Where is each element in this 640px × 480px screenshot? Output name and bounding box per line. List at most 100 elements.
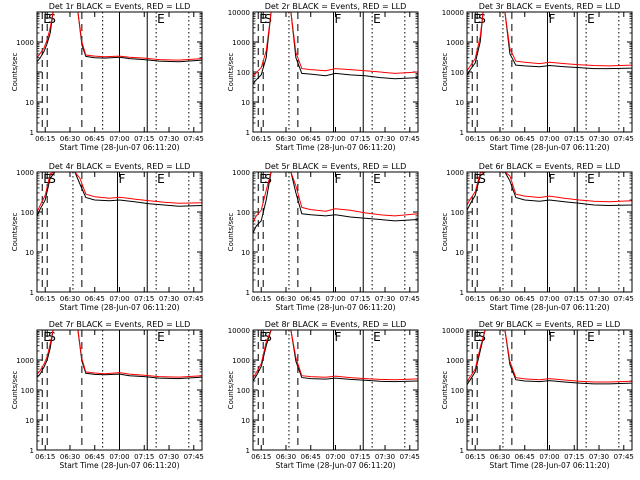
x-tick-label: 06:30 [60,295,80,303]
x-tick-label: 07:30 [375,295,395,303]
y-tick-label: 10000 [228,9,250,17]
y-tick-label: 100 [451,69,464,77]
marker-label: E [373,12,381,26]
x-tick-label: 07:30 [375,135,395,143]
x-tick-label: 07:00 [325,295,345,303]
x-axis-label: Start Time (28-Jun-07 06:11:20) [60,143,180,152]
x-tick-label: 07:30 [159,453,179,461]
lld-series-line [467,330,632,383]
chart-title: Det 2r BLACK = Events, RED = LLD [265,2,407,11]
chart-title: Det 9r BLACK = Events, RED = LLD [479,320,621,329]
plot-frame [36,11,203,133]
plot-frame [36,171,203,293]
y-tick-label: 1000 [16,169,34,177]
y-tick-label: 100 [237,69,250,77]
x-tick-label: 07:15 [134,453,154,461]
marker-label: E [157,12,165,26]
x-tick-label: 07:45 [184,295,204,303]
x-tick-label: 06:30 [60,453,80,461]
x-tick-label: 06:15 [251,295,271,303]
x-axis-label: Start Time (28-Jun-07 06:11:20) [276,143,396,152]
chart-title: Det 6r BLACK = Events, RED = LLD [479,162,621,171]
x-tick-label: 06:30 [276,135,296,143]
y-tick-label: 1 [246,289,250,297]
events-series-line [253,330,418,383]
lld-series-line [37,172,202,213]
x-tick-label: 06:15 [465,453,485,461]
marker-label: F [119,172,126,186]
x-tick-label: 07:00 [539,135,559,143]
x-tick-label: 07:00 [109,295,129,303]
chart-panel-1: Det 1r BLACK = Events, RED = LLD 1 10 1000 0… [11,2,204,152]
marker-label: F [549,172,556,186]
y-tick-label: 10 [241,99,250,107]
x-tick-label: 07:00 [109,135,129,143]
y-tick-label: 1 [460,289,464,297]
y-tick-label: 10 [455,417,464,425]
chart-panel-2: Det 2r BLACK = Events, RED = LLD 1 10 100 10… [227,2,420,152]
x-tick-label: 07:30 [159,295,179,303]
plot-frame [466,171,633,293]
y-axis-label: Counts/sec [227,213,235,252]
marker-label: F [335,172,342,186]
marker-label: S [264,172,272,186]
chart-title: Det 4r BLACK = Events, RED = LLD [49,162,191,171]
y-axis-label: Counts/sec [11,213,19,252]
x-tick-label: 06:15 [465,295,485,303]
y-tick-label: 1000 [446,357,464,365]
events-series-line [253,12,418,85]
y-tick-label: 10 [455,99,464,107]
x-tick-label: 07:00 [109,453,129,461]
x-tick-label: 06:30 [490,453,510,461]
x-tick-label: 07:45 [614,295,634,303]
events-series-line [37,172,202,217]
x-tick-label: 07:00 [325,135,345,143]
y-axis-label: Counts/sec [11,53,19,92]
x-tick-label: 07:15 [350,135,370,143]
x-tick-label: 07:30 [159,135,179,143]
x-tick-label: 06:15 [35,135,55,143]
y-tick-label: 1000 [446,39,464,47]
x-tick-label: 06:45 [301,135,321,143]
plot-frame [36,329,203,451]
x-tick-label: 06:15 [35,295,55,303]
y-tick-label: 10 [241,249,250,257]
x-tick-label: 06:15 [465,135,485,143]
y-tick-label: 10000 [442,327,464,335]
x-tick-label: 07:00 [539,295,559,303]
y-axis-label: Counts/sec [227,53,235,92]
lld-series-line [253,172,418,223]
lld-series-line [37,330,202,378]
marker-label: E [157,172,165,186]
y-tick-label: 10 [241,417,250,425]
x-tick-label: 07:45 [614,453,634,461]
y-tick-label: 1000 [16,39,34,47]
x-tick-label: 06:45 [301,453,321,461]
x-axis-label: Start Time (28-Jun-07 06:11:20) [60,461,180,470]
y-tick-label: 100 [451,387,464,395]
marker-label: E [587,172,595,186]
y-axis-label: Counts/sec [11,371,19,410]
y-tick-label: 1 [30,129,34,137]
marker-label: F [549,330,556,344]
chart-panel-9: Det 9r BLACK = Events, RED = LLD 1 10 100 10… [441,320,634,470]
x-tick-label: 07:15 [564,135,584,143]
chart-title: Det 3r BLACK = Events, RED = LLD [479,2,621,11]
marker-label: E [587,12,595,26]
y-tick-label: 1 [460,447,464,455]
x-tick-label: 07:00 [539,453,559,461]
lld-series-line [467,172,632,206]
chart-panel-5: Det 5r BLACK = Events, RED = LLD 1 10 100 10… [227,162,420,312]
marker-label: F [335,12,342,26]
lld-series-line [253,330,418,381]
x-tick-label: 07:00 [325,453,345,461]
x-tick-label: 06:45 [85,135,105,143]
y-tick-label: 1 [30,289,34,297]
x-axis-label: Start Time (28-Jun-07 06:11:20) [490,143,610,152]
x-tick-label: 06:15 [35,453,55,461]
y-tick-label: 10000 [442,9,464,17]
x-tick-label: 07:30 [589,135,609,143]
x-tick-label: 06:45 [515,135,535,143]
plot-frame [252,171,419,293]
y-tick-label: 1 [30,447,34,455]
